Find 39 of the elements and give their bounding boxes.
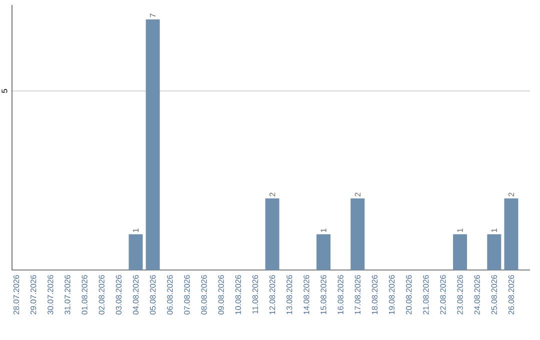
x-tick-label: 22.08.2026 bbox=[440, 275, 446, 314]
x-tick-label: 19.08.2026 bbox=[388, 275, 395, 314]
y-tick-label: 5 bbox=[2, 89, 8, 93]
x-tick-label: 16.08.2026 bbox=[338, 275, 344, 314]
data-label: 2 bbox=[508, 192, 514, 196]
x-tick-label: 10.08.2026 bbox=[235, 275, 241, 314]
x-tick-label: 02.08.2026 bbox=[98, 275, 104, 314]
x-tick-label: 23.08.2026 bbox=[457, 275, 463, 314]
x-tick-label: 06.08.2026 bbox=[167, 275, 173, 314]
data-label: 1 bbox=[491, 228, 497, 232]
x-tick-label: 25.08.2026 bbox=[491, 275, 497, 314]
x-tick-label: 26.08.2026 bbox=[508, 275, 514, 314]
x-tick-label: 05.08.2026 bbox=[150, 275, 156, 314]
x-tick-label: 15.08.2026 bbox=[320, 275, 326, 314]
x-tick-label: 01.08.2026 bbox=[82, 275, 88, 314]
data-label: 2 bbox=[354, 192, 360, 196]
data-label: 1 bbox=[320, 228, 326, 232]
data-label: 1 bbox=[457, 228, 463, 232]
data-label: 7 bbox=[150, 14, 156, 18]
x-tick-label: 12.08.2026 bbox=[269, 275, 276, 314]
x-tick-label: 08.08.2026 bbox=[201, 275, 207, 314]
data-label: 2 bbox=[269, 192, 276, 196]
x-tick-label: 31.07.2026 bbox=[64, 275, 70, 314]
x-tick-label: 21.08.2026 bbox=[423, 275, 429, 314]
x-tick-label: 18.08.2026 bbox=[372, 275, 378, 314]
x-tick-label: 14.08.2026 bbox=[304, 275, 310, 314]
x-tick-label: 17.08.2026 bbox=[354, 275, 360, 314]
x-tick-label: 28.07.2026 bbox=[13, 275, 20, 314]
x-tick-label: 13.08.2026 bbox=[286, 275, 292, 314]
x-tick-label: 29.07.2026 bbox=[30, 275, 36, 314]
x-tick-label: 11.08.2026 bbox=[252, 275, 258, 314]
x-tick-label: 04.08.2026 bbox=[132, 275, 139, 314]
x-tick-label: 09.08.2026 bbox=[218, 275, 224, 314]
x-tick-label: 24.08.2026 bbox=[474, 275, 480, 314]
x-tick-label: 30.07.2026 bbox=[48, 275, 54, 314]
x-tick-label: 03.08.2026 bbox=[116, 275, 122, 314]
x-tick-label: 07.08.2026 bbox=[184, 275, 190, 314]
x-tick-label: 20.08.2026 bbox=[406, 275, 412, 314]
data-label: 1 bbox=[132, 228, 138, 232]
